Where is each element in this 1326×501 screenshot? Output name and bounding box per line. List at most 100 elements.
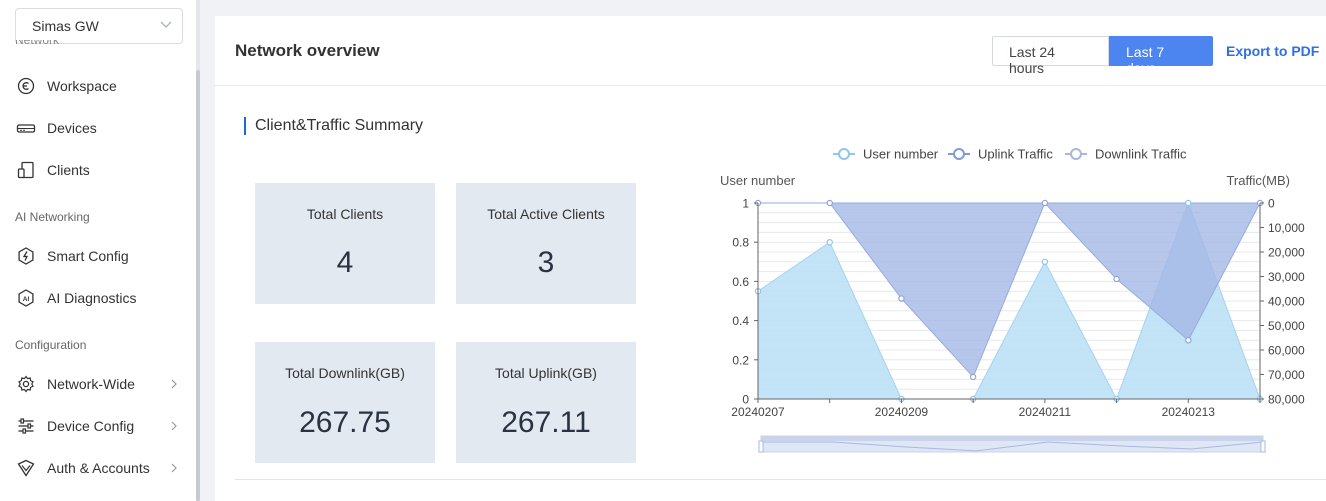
- chevron-right-icon: [171, 463, 177, 473]
- chevron-right-icon: [171, 379, 177, 389]
- y-right-tick-label: 20,000: [1268, 246, 1305, 260]
- overview-card: Network overview Last 24 hours Last 7 da…: [215, 16, 1326, 501]
- traffic-point: [826, 199, 833, 207]
- x-tick-label: 20240207: [731, 405, 785, 419]
- user-number-point: [826, 238, 833, 246]
- sidebar-item-ai-diagnostics[interactable]: AI AI Diagnostics: [0, 280, 196, 316]
- stat-total-uplink: Total Uplink(GB) 267.11: [456, 342, 636, 463]
- sidebar-item-label: Devices: [47, 120, 97, 136]
- traffic-chart: User number Uplink Traffic Downlink Traffi…: [705, 141, 1326, 461]
- stat-label: Total Uplink(GB): [495, 365, 597, 381]
- sidebar-item-device-config[interactable]: Device Config: [0, 408, 196, 444]
- page-title: Network overview: [235, 41, 380, 60]
- range-24h-button[interactable]: Last 24 hours: [992, 36, 1109, 76]
- sidebar-item-label: Network-Wide: [47, 376, 135, 392]
- stat-label: Total Downlink(GB): [285, 365, 405, 381]
- y-left-tick-label: 0.2: [732, 353, 749, 367]
- devices-icon: [16, 118, 36, 138]
- stat-value: 267.11: [501, 406, 591, 439]
- sidebar-item-label: Smart Config: [47, 248, 129, 264]
- stat-label: Total Active Clients: [487, 206, 605, 222]
- sidebar-item-label: Device Config: [47, 418, 135, 434]
- stat-value: 3: [537, 246, 555, 279]
- data-zoom-handle-bar: [761, 436, 1263, 441]
- y-right-tick-label: 70,000: [1268, 368, 1305, 382]
- range-7d-button[interactable]: Last 7 days: [1109, 36, 1213, 76]
- sidebar-item-clients[interactable]: Clients: [0, 152, 196, 188]
- y-right-tick-label: 10,000: [1268, 221, 1305, 235]
- site-select[interactable]: Simas GW: [15, 8, 183, 44]
- traffic-point: [1185, 336, 1192, 344]
- y-left-tick-label: 1: [742, 197, 749, 211]
- stat-total-clients: Total Clients 4: [255, 183, 435, 304]
- user-number-point: [1041, 258, 1049, 266]
- y-right-tick-label: 30,000: [1268, 270, 1305, 284]
- divider: [235, 479, 1326, 480]
- sidebar: Simas GW Network Workspace Devices Clien…: [0, 0, 196, 501]
- y-right-tick-label: 0: [1268, 197, 1275, 211]
- sidebar-section-network: Network: [15, 40, 60, 47]
- section-title: Client&Traffic Summary: [244, 117, 423, 135]
- shield-icon: [16, 458, 36, 478]
- sidebar-scrollbar-thumb[interactable]: [196, 70, 200, 501]
- gear-icon: [16, 374, 36, 394]
- y-right-tick-label: 80,000: [1268, 393, 1305, 407]
- time-range-toggle: Last 24 hours Last 7 days: [992, 36, 1213, 76]
- stat-value: 4: [336, 246, 354, 279]
- traffic-point: [1041, 199, 1049, 207]
- traffic-point: [1113, 275, 1120, 283]
- sidebar-item-network-wide[interactable]: Network-Wide: [0, 366, 196, 402]
- sidebar-item-label: Workspace: [47, 78, 117, 94]
- y-left-axis-label: User number: [720, 173, 796, 188]
- sidebar-item-label: Auth & Accounts: [47, 460, 150, 476]
- sidebar-section-configuration: Configuration: [15, 338, 87, 352]
- y-left-tick-label: 0.8: [732, 236, 749, 250]
- y-right-tick-label: 40,000: [1268, 295, 1305, 309]
- stat-value: 267.75: [299, 406, 391, 439]
- clients-icon: [16, 160, 36, 180]
- y-left-tick-label: 0.6: [732, 275, 749, 289]
- x-tick-label: 20240211: [1019, 405, 1072, 419]
- sidebar-scrollbar[interactable]: [196, 0, 200, 501]
- sidebar-item-auth-accounts[interactable]: Auth & Accounts: [0, 450, 196, 486]
- legend-label: Uplink Traffic: [978, 147, 1053, 162]
- y-left-tick-label: 0: [742, 393, 749, 407]
- sliders-icon: [16, 416, 36, 436]
- ai-diagnostics-icon: AI: [16, 288, 36, 308]
- export-pdf-link[interactable]: Export to PDF: [1226, 43, 1320, 59]
- legend-label: Downlink Traffic: [1095, 147, 1187, 162]
- y-right-axis-label: Traffic(MB): [1226, 173, 1290, 188]
- site-select-value: Simas GW: [32, 18, 99, 34]
- data-zoom-left-handle: [758, 440, 764, 453]
- y-right-tick-label: 50,000: [1268, 319, 1305, 333]
- user-number-point: [1185, 199, 1192, 207]
- x-tick-label: 20240209: [875, 405, 929, 419]
- stat-label: Total Clients: [306, 206, 384, 222]
- chevron-right-icon: [171, 421, 177, 431]
- sidebar-section-ai-networking: AI Networking: [15, 210, 90, 224]
- data-zoom-right-handle: [1260, 440, 1266, 453]
- traffic-chart-svg: User number Uplink Traffic Downlink Traffi…: [720, 147, 1305, 453]
- traffic-point: [898, 295, 905, 302]
- stat-total-active-clients: Total Active Clients 3: [456, 183, 636, 304]
- y-left-tick-label: 0.4: [732, 314, 749, 328]
- traffic-point: [969, 373, 977, 381]
- legend-marker: [1070, 148, 1082, 160]
- smart-config-icon: [16, 246, 36, 266]
- workspace-icon: [16, 76, 36, 96]
- data-zoom-preview: [761, 441, 1264, 452]
- sidebar-item-devices[interactable]: Devices: [0, 110, 196, 146]
- legend-marker: [953, 148, 965, 160]
- sidebar-item-smart-config[interactable]: Smart Config: [0, 238, 196, 274]
- legend-label: User number: [863, 147, 939, 162]
- sidebar-item-label: AI Diagnostics: [47, 290, 137, 306]
- stat-total-downlink: Total Downlink(GB) 267.75: [255, 342, 435, 463]
- card-header: Network overview Last 24 hours Last 7 da…: [215, 16, 1326, 86]
- y-right-tick-label: 60,000: [1268, 344, 1305, 358]
- sidebar-item-workspace[interactable]: Workspace: [0, 68, 196, 104]
- chevron-down-icon: [160, 21, 172, 28]
- sidebar-item-label: Clients: [47, 162, 90, 178]
- x-tick-label: 20240213: [1162, 405, 1216, 419]
- svg-text:AI: AI: [23, 296, 30, 303]
- legend-marker: [838, 148, 850, 160]
